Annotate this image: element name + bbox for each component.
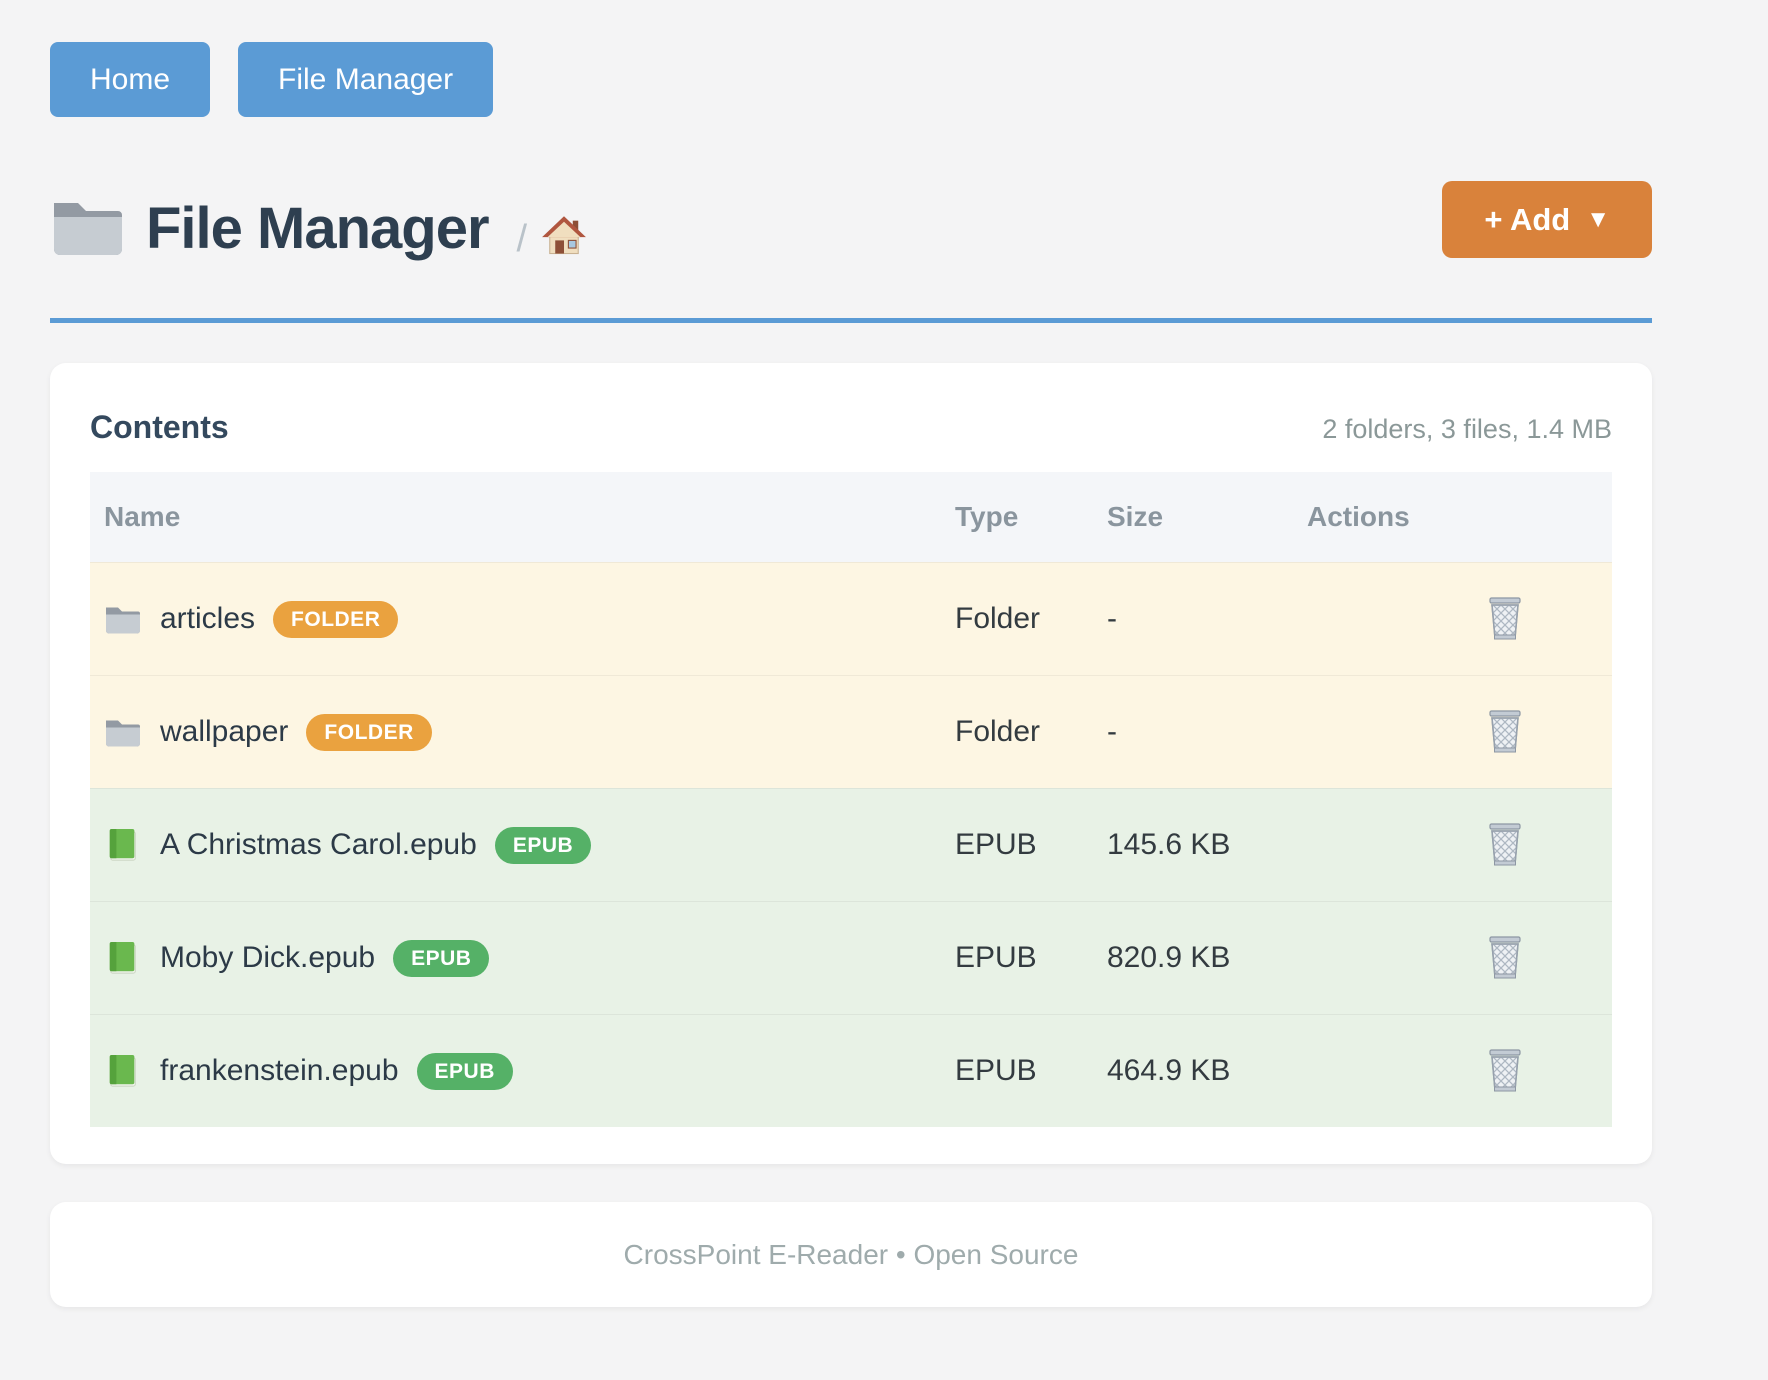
table-row: Moby Dick.epub EPUB EPUB 820.9 KB xyxy=(90,901,1612,1014)
nav-home-button[interactable]: Home xyxy=(50,42,211,117)
file-name-link[interactable]: Moby Dick.epub xyxy=(160,941,376,974)
contents-card: Contents 2 folders, 3 files, 1.4 MB Name… xyxy=(50,363,1652,1164)
epub-badge: EPUB xyxy=(416,1052,513,1090)
file-type: Folder xyxy=(955,715,1041,748)
file-name-link[interactable]: wallpaper xyxy=(160,715,289,748)
delete-button[interactable] xyxy=(1485,823,1525,867)
table-row: A Christmas Carol.epub EPUB EPUB 145.6 K… xyxy=(90,788,1612,901)
add-button-label: + Add xyxy=(1484,201,1571,237)
column-header-actions: Actions xyxy=(1307,501,1410,532)
file-size: 145.6 KB xyxy=(1107,828,1231,861)
trash-icon xyxy=(1488,936,1521,979)
file-type: EPUB xyxy=(955,828,1037,861)
header-divider xyxy=(50,318,1652,323)
nav-file-manager-button[interactable]: File Manager xyxy=(238,42,494,117)
folder-badge: FOLDER xyxy=(306,713,432,751)
top-navigation: Home File Manager xyxy=(50,42,1652,117)
column-header-type: Type xyxy=(955,501,1019,532)
folder-icon xyxy=(106,720,140,747)
file-type: EPUB xyxy=(955,941,1037,974)
footer-text: CrossPoint E-Reader • Open Source xyxy=(623,1238,1079,1270)
file-name-link[interactable]: articles xyxy=(160,602,256,635)
footer: CrossPoint E-Reader • Open Source xyxy=(50,1202,1652,1307)
delete-button[interactable] xyxy=(1485,597,1525,641)
page: Home File Manager File Manager / + Add ▼… xyxy=(50,0,1652,1307)
contents-title: Contents xyxy=(90,409,229,445)
add-button[interactable]: + Add ▼ xyxy=(1442,181,1652,258)
breadcrumb-separator: / xyxy=(516,218,528,260)
table-header-row: Name Type Size Actions xyxy=(90,472,1612,562)
epub-badge: EPUB xyxy=(393,939,490,977)
contents-summary: 2 folders, 3 files, 1.4 MB xyxy=(1322,414,1612,444)
table-row: articles FOLDER Folder - xyxy=(90,562,1612,675)
page-header: File Manager / + Add ▼ xyxy=(50,181,1652,258)
trash-icon xyxy=(1488,710,1521,753)
file-size: 464.9 KB xyxy=(1107,1054,1231,1087)
delete-button[interactable] xyxy=(1485,936,1525,980)
folder-icon xyxy=(54,203,122,255)
file-size: - xyxy=(1107,715,1117,748)
epub-badge: EPUB xyxy=(494,826,592,864)
file-table: Name Type Size Actions articles FOLDER F… xyxy=(90,472,1612,1127)
file-name-link[interactable]: frankenstein.epub xyxy=(160,1054,399,1087)
file-type: Folder xyxy=(955,602,1041,635)
folder-icon xyxy=(106,607,140,634)
contents-card-header: Contents 2 folders, 3 files, 1.4 MB xyxy=(90,409,1612,446)
file-type: EPUB xyxy=(955,1054,1037,1087)
trash-icon xyxy=(1488,1049,1521,1092)
delete-button[interactable] xyxy=(1485,1049,1525,1093)
home-icon[interactable] xyxy=(541,214,587,258)
file-size: - xyxy=(1107,602,1117,635)
column-header-name: Name xyxy=(104,501,181,532)
folder-badge: FOLDER xyxy=(273,600,399,638)
book-icon xyxy=(109,941,136,974)
table-row: frankenstein.epub EPUB EPUB 464.9 KB xyxy=(90,1014,1612,1127)
file-size: 820.9 KB xyxy=(1107,941,1231,974)
page-title: File Manager xyxy=(146,196,490,261)
trash-icon xyxy=(1488,823,1521,866)
caret-down-icon: ▼ xyxy=(1586,205,1610,233)
trash-icon xyxy=(1488,597,1521,640)
delete-button[interactable] xyxy=(1485,710,1525,754)
book-icon xyxy=(109,1054,136,1087)
column-header-size: Size xyxy=(1107,501,1164,532)
file-name-link[interactable]: A Christmas Carol.epub xyxy=(160,828,477,861)
book-icon xyxy=(109,828,136,861)
table-row: wallpaper FOLDER Folder - xyxy=(90,675,1612,788)
